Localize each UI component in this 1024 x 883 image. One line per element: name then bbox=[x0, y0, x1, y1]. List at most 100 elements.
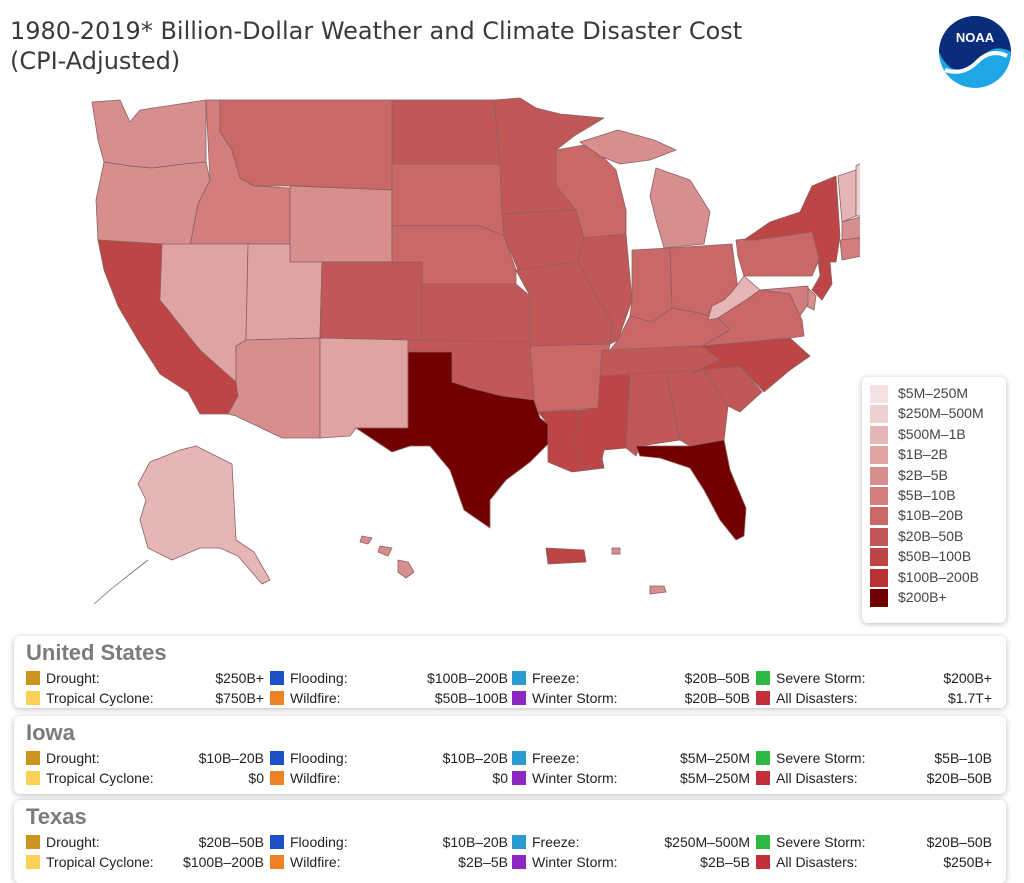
legend-swatch bbox=[870, 507, 888, 526]
winter-storm-swatch bbox=[512, 855, 526, 869]
state-texas[interactable] bbox=[355, 351, 549, 529]
legend-label: $10B–20B bbox=[898, 507, 964, 524]
us-drought-row: Drought: $250B+ bbox=[26, 668, 264, 688]
legend-label: $100B–200B bbox=[898, 568, 979, 585]
state-kansas[interactable] bbox=[421, 283, 531, 343]
state-hawaii-maui[interactable] bbox=[377, 545, 393, 557]
iowa-all-disasters-row: All Disasters: $20B–50B bbox=[756, 768, 992, 788]
us-flooding-row: Flooding: $100B–200B bbox=[270, 668, 508, 688]
drought-value: $250B+ bbox=[215, 670, 264, 686]
state-indiana[interactable] bbox=[629, 247, 673, 323]
territory-guam[interactable] bbox=[649, 585, 667, 595]
us-winter-storm-row: Winter Storm: $20B–50B bbox=[512, 688, 750, 708]
map-title: 1980-2019* Billion-Dollar Weather and Cl… bbox=[10, 16, 910, 76]
state-new-jersey[interactable] bbox=[811, 259, 833, 301]
state-minnesota[interactable] bbox=[493, 97, 605, 215]
state-colorado[interactable] bbox=[319, 261, 423, 341]
severe-storm-value: $5B–10B bbox=[934, 750, 992, 766]
texas-winter-storm-row: Winter Storm: $2B–5B bbox=[512, 852, 750, 872]
legend-swatch bbox=[870, 446, 888, 465]
freeze-value: $5M–250M bbox=[679, 750, 750, 766]
state-new-york[interactable] bbox=[743, 175, 841, 263]
state-illinois[interactable] bbox=[577, 233, 633, 345]
iowa-winter-storm-row: Winter Storm: $5M–250M bbox=[512, 768, 750, 788]
legend-label: $200B+ bbox=[898, 589, 947, 605]
flooding-swatch bbox=[270, 835, 284, 849]
iowa-wildfire-row: Wildfire: $0 bbox=[270, 768, 508, 788]
texas-severe-storm-row: Severe Storm: $20B–50B bbox=[756, 832, 992, 852]
state-washington[interactable] bbox=[91, 99, 207, 169]
state-hawaii[interactable] bbox=[397, 559, 415, 579]
flooding-swatch bbox=[270, 751, 284, 765]
state-north-dakota[interactable] bbox=[391, 99, 501, 165]
all-disasters-swatch bbox=[756, 771, 770, 785]
tropical-cyclone-swatch bbox=[26, 691, 40, 705]
state-michigan[interactable] bbox=[649, 167, 711, 249]
state-iowa[interactable] bbox=[501, 209, 587, 271]
wildfire-label: Wildfire: bbox=[290, 690, 341, 706]
state-hawaii-oahu[interactable] bbox=[359, 535, 373, 545]
winter-storm-value: $5M–250M bbox=[679, 770, 750, 786]
drought-value: $20B–50B bbox=[198, 834, 264, 850]
severe-storm-label: Severe Storm: bbox=[776, 670, 866, 686]
legend-label: $5M–250M bbox=[898, 385, 969, 401]
wildfire-label: Wildfire: bbox=[290, 854, 341, 870]
us-severe-storm-row: Severe Storm: $200B+ bbox=[756, 668, 992, 688]
severe-storm-value: $200B+ bbox=[943, 670, 992, 686]
drought-swatch bbox=[26, 751, 40, 765]
tropical-cyclone-swatch bbox=[26, 855, 40, 869]
legend-swatch bbox=[870, 385, 888, 403]
wildfire-value: $2B–5B bbox=[458, 854, 508, 870]
state-west-virginia[interactable] bbox=[707, 275, 761, 321]
panel-texas: Texas Drought: $20B–50B Tropical Cyclone: $… bbox=[14, 800, 1006, 883]
panel-united-states: United States Drought: $250B+ Tropical Cyc… bbox=[14, 636, 1006, 708]
wildfire-swatch bbox=[270, 855, 284, 869]
freeze-swatch bbox=[512, 671, 526, 685]
state-arizona[interactable] bbox=[227, 337, 321, 439]
drought-value: $10B–20B bbox=[198, 750, 264, 766]
territory-puerto-rico[interactable] bbox=[545, 547, 587, 565]
severe-storm-label: Severe Storm: bbox=[776, 834, 866, 850]
state-new-mexico[interactable] bbox=[319, 337, 409, 439]
iowa-drought-row: Drought: $10B–20B bbox=[26, 748, 264, 768]
iowa-tropical-cyclone-row: Tropical Cyclone: $0 bbox=[26, 768, 264, 788]
legend-swatch bbox=[870, 405, 888, 424]
all-disasters-label: All Disasters: bbox=[776, 854, 858, 870]
state-michigan-up[interactable] bbox=[579, 129, 677, 165]
state-montana[interactable] bbox=[219, 99, 393, 191]
state-maryland[interactable] bbox=[759, 285, 809, 317]
texas-all-disasters-row: All Disasters: $250B+ bbox=[756, 852, 992, 872]
us-cost-map bbox=[91, 97, 860, 605]
legend-item: $10B–20B bbox=[870, 505, 1004, 526]
state-new-hampshire[interactable] bbox=[855, 160, 860, 217]
iowa-freeze-row: Freeze: $5M–250M bbox=[512, 748, 750, 768]
state-connecticut[interactable] bbox=[839, 237, 860, 261]
state-florida[interactable] bbox=[635, 439, 747, 541]
freeze-value: $20B–50B bbox=[684, 670, 750, 686]
state-wyoming[interactable] bbox=[289, 185, 393, 263]
freeze-label: Freeze: bbox=[532, 834, 580, 850]
flooding-label: Flooding: bbox=[290, 750, 348, 766]
severe-storm-value: $20B–50B bbox=[926, 834, 992, 850]
wildfire-value: $50B–100B bbox=[434, 690, 508, 706]
us-wildfire-row: Wildfire: $50B–100B bbox=[270, 688, 508, 708]
territory-virgin-islands[interactable] bbox=[611, 547, 621, 555]
map-legend: $5M–250M $250M–500M $500M–1B $1B–2B $2B–5B $5… bbox=[862, 377, 1006, 623]
legend-label: $250M–500M bbox=[898, 405, 984, 422]
legend-item: $5M–250M bbox=[870, 383, 1004, 403]
state-south-dakota[interactable] bbox=[391, 163, 505, 237]
legend-swatch bbox=[870, 589, 888, 607]
legend-item: $200B+ bbox=[870, 587, 1004, 607]
flooding-label: Flooding: bbox=[290, 670, 348, 686]
winter-storm-label: Winter Storm: bbox=[532, 690, 618, 706]
flooding-swatch bbox=[270, 671, 284, 685]
panel-title-texas: Texas bbox=[26, 804, 87, 829]
tropical-cyclone-swatch bbox=[26, 771, 40, 785]
all-disasters-label: All Disasters: bbox=[776, 770, 858, 786]
state-north-carolina[interactable] bbox=[689, 337, 811, 393]
state-vermont[interactable] bbox=[837, 169, 857, 223]
drought-swatch bbox=[26, 671, 40, 685]
state-alaska[interactable] bbox=[137, 445, 271, 585]
drought-label: Drought: bbox=[46, 834, 100, 850]
all-disasters-value: $20B–50B bbox=[926, 770, 992, 786]
